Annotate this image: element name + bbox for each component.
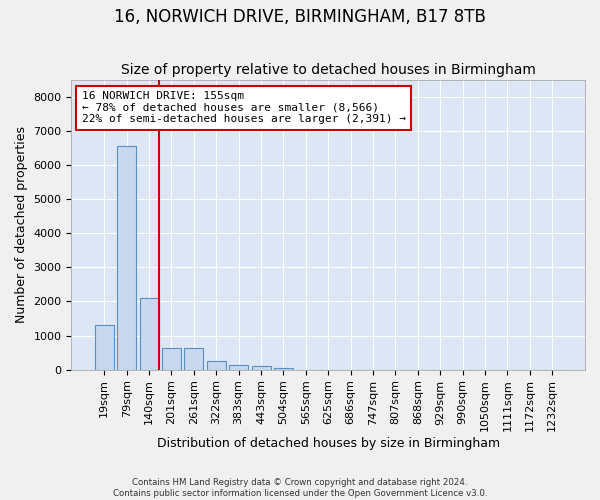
Bar (251, 366, 271, 370)
Bar (117, 146, 136, 370)
Bar (229, 366, 248, 370)
Bar (162, 348, 181, 370)
Title: Size of property relative to detached houses in Birmingham: Size of property relative to detached ho… (121, 63, 536, 77)
Text: 16, NORWICH DRIVE, BIRMINGHAM, B17 8TB: 16, NORWICH DRIVE, BIRMINGHAM, B17 8TB (114, 8, 486, 26)
Y-axis label: Number of detached properties: Number of detached properties (15, 126, 28, 323)
Bar (184, 348, 203, 370)
Bar (274, 368, 293, 370)
Bar (207, 361, 226, 370)
Bar (95, 325, 114, 370)
Text: 16 NORWICH DRIVE: 155sqm
← 78% of detached houses are smaller (8,566)
22% of sem: 16 NORWICH DRIVE: 155sqm ← 78% of detach… (82, 91, 406, 124)
Text: Contains HM Land Registry data © Crown copyright and database right 2024.
Contai: Contains HM Land Registry data © Crown c… (113, 478, 487, 498)
X-axis label: Distribution of detached houses by size in Birmingham: Distribution of detached houses by size … (157, 437, 500, 450)
Bar (140, 298, 158, 370)
